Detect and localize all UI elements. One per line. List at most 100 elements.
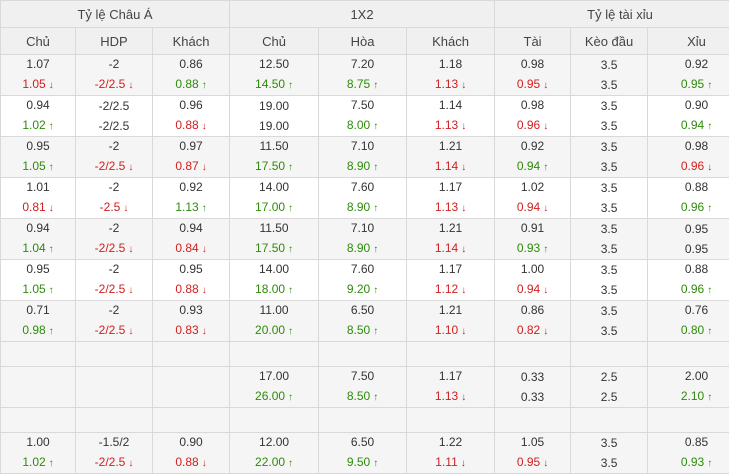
arrow-up-icon <box>288 199 293 218</box>
current-odds-line: 17.50 <box>231 238 318 259</box>
arrow-up-icon <box>373 322 378 341</box>
arrow-up-icon <box>707 454 712 473</box>
current-odds-line: 0.88 <box>154 279 229 300</box>
current-odds-value: 1.14 <box>434 159 459 173</box>
arrow-up-icon <box>49 158 54 177</box>
opening-odds-line: 11.50 <box>231 220 318 239</box>
current-odds-line: 0.88 <box>154 115 229 136</box>
current-odds-value: 1.13 <box>175 200 199 214</box>
current-odds-value: 9.20 <box>346 282 371 296</box>
odds-table-header: Tỷ lệ Châu Á 1X2 Tỷ lệ tài xỉu Chủ HDP K… <box>0 0 729 55</box>
odds-cell-ah-away: 0.96 0.88 <box>151 95 231 137</box>
arrow-up-icon <box>202 199 207 218</box>
odds-cell-ou-line: 3.5 3.5 <box>570 95 649 137</box>
col-header-ou-under: Xỉu <box>647 27 729 55</box>
header-group-row: Tỷ lệ Châu Á 1X2 Tỷ lệ tài xỉu <box>0 0 729 28</box>
current-odds-line: 8.50 <box>320 386 406 407</box>
opening-odds-line: 3.5 <box>572 97 647 117</box>
opening-odds-value: 0.97 <box>179 139 203 153</box>
arrow-up-icon <box>288 281 293 300</box>
odds-cell-ah-home <box>0 366 76 408</box>
odds-cell-stack: -1.5/2 -2/2.5 <box>77 434 152 473</box>
opening-odds-value: 0.95 <box>26 139 50 153</box>
current-odds-line: 8.75 <box>320 74 406 95</box>
odds-cell-1x2-home: 14.00 18.00 <box>229 259 320 301</box>
odds-cell-stack: 3.5 3.5 <box>572 179 647 218</box>
odds-row: 1.07 1.05 -2 -2/2.5 0.86 0.88 12.50 14.50 7.20 8.… <box>0 54 729 96</box>
odds-cell-ah-home: 1.00 1.02 <box>0 432 76 474</box>
odds-cell-stack: 0.93 0.83 <box>154 302 229 341</box>
odds-cell-ou-line: 3.5 3.5 <box>570 177 649 219</box>
current-odds-value: 0.95 <box>684 242 709 256</box>
opening-odds-value: 3.5 <box>600 222 618 236</box>
arrow-up-icon <box>373 240 378 259</box>
opening-odds-line: 0.85 <box>649 434 729 453</box>
odds-cell-stack: 1.21 1.14 <box>408 220 494 259</box>
current-odds-line: 1.04 <box>2 238 75 259</box>
current-odds-value: 26.00 <box>255 389 286 403</box>
odds-cell-1x2-home: 12.00 22.00 <box>229 432 320 474</box>
empty-cell <box>647 341 729 367</box>
odds-cell-ah-away: 0.92 1.13 <box>151 177 231 219</box>
opening-odds-line: 3.5 <box>572 138 647 158</box>
odds-cell-stack: 1.14 1.13 <box>408 97 494 136</box>
arrow-up-icon <box>707 76 712 95</box>
current-odds-line: 0.93 <box>649 452 729 473</box>
odds-cell-stack: 1.17 1.13 <box>408 179 494 218</box>
odds-cell-ah-away: 0.97 0.87 <box>151 136 231 178</box>
empty-cell <box>406 341 496 367</box>
current-odds-value: 1.13 <box>434 200 459 214</box>
odds-cell-stack: 0.92 0.95 <box>649 56 729 95</box>
opening-odds-line: 7.50 <box>320 97 406 116</box>
opening-odds-value: -1.5/2 <box>98 435 130 449</box>
odds-cell-1x2-home: 11.50 17.50 <box>229 218 320 260</box>
opening-odds-line: 1.00 <box>496 261 570 280</box>
current-odds-value: 0.81 <box>22 200 46 214</box>
empty-cell <box>75 407 153 433</box>
opening-odds-value: 0.91 <box>520 221 545 235</box>
opening-odds-value: -2 <box>108 57 120 71</box>
odds-cell-ou-under: 0.98 0.96 <box>647 136 729 178</box>
opening-odds-value: 19.00 <box>259 99 290 113</box>
opening-odds-line: 1.21 <box>408 138 494 157</box>
arrow-up-icon <box>288 76 293 95</box>
odds-cell-stack: -2 -2/2.5 <box>77 138 152 177</box>
odds-cell-stack: 7.60 9.20 <box>320 261 406 300</box>
current-odds-value: 0.96 <box>680 200 705 214</box>
opening-odds-value: 0.88 <box>684 262 709 276</box>
arrow-up-icon <box>707 388 712 407</box>
group-header-1x2: 1X2 <box>229 0 496 28</box>
odds-cell-stack: 0.94 0.84 <box>154 220 229 259</box>
opening-odds-value: 1.02 <box>520 180 545 194</box>
current-odds-value: 8.90 <box>346 200 371 214</box>
empty-cell <box>0 341 76 367</box>
header-column-row: Chủ HDP Khách Chủ Hòa Khách Tài Kèo đầu … <box>0 27 729 55</box>
current-odds-value: 0.93 <box>680 455 705 469</box>
arrow-up-icon <box>373 76 378 95</box>
odds-cell-1x2-draw: 7.50 8.50 <box>318 366 408 408</box>
odds-cell-ou-over: 0.98 0.96 <box>494 95 572 137</box>
current-odds-value: 0.33 <box>520 390 545 404</box>
current-odds-line: 0.84 <box>154 238 229 259</box>
arrow-down-icon <box>461 388 466 407</box>
current-odds-line: 26.00 <box>231 386 318 407</box>
odds-cell-1x2-home: 17.00 26.00 <box>229 366 320 408</box>
current-odds-value: 1.12 <box>434 282 459 296</box>
current-odds-value: 3.5 <box>600 242 618 256</box>
opening-odds-line: 0.95 <box>154 261 229 280</box>
current-odds-line: 0.95 <box>649 239 729 259</box>
odds-cell-ah-away: 0.90 0.88 <box>151 432 231 474</box>
current-odds-line: 0.33 <box>496 387 570 407</box>
current-odds-line: 17.00 <box>231 197 318 218</box>
odds-cell-stack: 0.96 0.88 <box>154 97 229 136</box>
current-odds-line: 0.96 <box>496 115 570 136</box>
arrow-up-icon <box>707 117 712 136</box>
current-odds-line: 1.11 <box>408 452 494 473</box>
opening-odds-value: 3.5 <box>600 140 618 154</box>
opening-odds-line: 6.50 <box>320 302 406 321</box>
current-odds-line: 0.98 <box>2 320 75 341</box>
arrow-down-icon <box>543 199 548 218</box>
arrow-down-icon <box>128 322 133 341</box>
arrow-down-icon <box>128 454 133 473</box>
arrow-down-icon <box>543 117 548 136</box>
